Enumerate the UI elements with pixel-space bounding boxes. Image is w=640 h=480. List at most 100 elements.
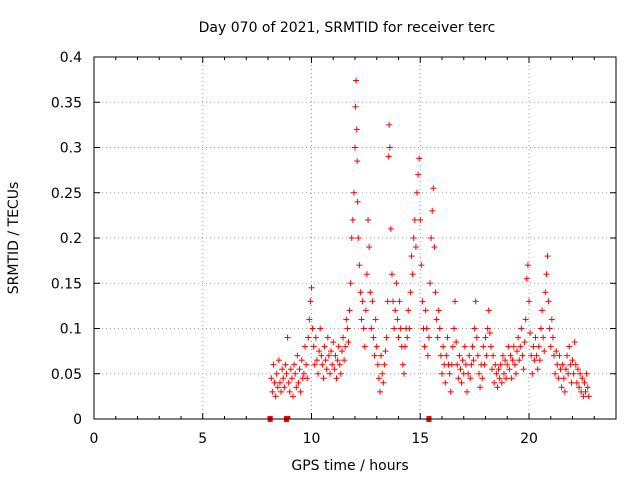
data-point: [497, 361, 504, 368]
data-point: [504, 361, 511, 368]
data-point: [317, 325, 324, 332]
y-tick-label: 0.35: [51, 95, 82, 111]
data-point: [452, 298, 459, 305]
data-point: [560, 375, 567, 382]
data-point: [480, 343, 487, 350]
data-point: [446, 370, 453, 377]
data-point: [303, 361, 310, 368]
data-point: [297, 388, 304, 395]
data-point: [352, 103, 359, 110]
data-point: [454, 361, 461, 368]
data-point: [290, 393, 297, 400]
data-point: [477, 384, 484, 391]
data-point: [500, 370, 507, 377]
data-point: [405, 307, 412, 314]
data-point: [340, 334, 347, 341]
data-point: [308, 284, 315, 291]
data-point: [373, 343, 380, 350]
data-point: [419, 298, 426, 305]
data-point: [417, 216, 424, 223]
data-point: [579, 375, 586, 382]
data-point: [520, 366, 527, 373]
data-point: [472, 298, 479, 305]
data-point: [410, 235, 417, 241]
data-point: [470, 357, 477, 364]
data-point: [291, 361, 298, 368]
data-point: [285, 379, 292, 386]
data-point: [293, 384, 300, 391]
data-point: [483, 352, 490, 359]
data-point: [512, 370, 519, 377]
data-point: [359, 298, 366, 305]
data-point: [390, 298, 397, 305]
data-point: [301, 343, 308, 350]
data-point: [370, 334, 377, 341]
data-point: [337, 370, 344, 377]
data-point: [548, 316, 555, 323]
data-point: [442, 379, 449, 386]
x-tick-label: 15: [411, 431, 429, 447]
data-point: [544, 253, 551, 260]
data-point: [434, 334, 441, 341]
data-point: [523, 275, 530, 282]
data-point: [489, 366, 496, 373]
data-point: [392, 307, 399, 314]
x-tick-label: 5: [198, 431, 207, 447]
data-point: [374, 361, 381, 368]
data-point: [531, 357, 538, 364]
data-point: [518, 325, 525, 332]
data-point: [459, 357, 466, 364]
data-point: [535, 343, 542, 350]
data-point: [300, 370, 307, 377]
data-point: [422, 307, 429, 314]
data-point: [321, 343, 328, 350]
data-point: [330, 339, 337, 346]
data-point: [437, 352, 444, 359]
data-point: [400, 370, 407, 377]
data-point: [372, 316, 379, 323]
data-point: [567, 361, 574, 368]
data-point: [543, 271, 550, 278]
data-point: [421, 343, 428, 350]
data-point: [573, 379, 580, 386]
data-point: [318, 352, 325, 359]
data-point: [397, 325, 404, 332]
data-point: [533, 352, 540, 359]
data-point: [363, 271, 370, 278]
data-point: [402, 343, 409, 350]
data-point: [415, 171, 422, 178]
data-point: [361, 343, 368, 350]
data-point: [335, 343, 342, 350]
data-point: [396, 298, 403, 305]
data-point: [439, 370, 445, 377]
data-point: [568, 379, 575, 386]
data-point: [524, 262, 531, 269]
data-point: [322, 357, 329, 364]
data-point: [272, 393, 279, 400]
data-point: [455, 375, 462, 382]
data-point: [356, 262, 363, 269]
tick-labels: 0 5 10 15 20 0 0.05 0.1 0.15 0.2 0.25 0.3 0.35 0.4: [51, 50, 538, 447]
data-point: [315, 370, 322, 377]
data-point: [498, 379, 505, 386]
data-point: [325, 352, 332, 359]
data-point: [304, 375, 311, 382]
data-point: [540, 334, 547, 341]
data-point: [287, 366, 294, 373]
data-point: [471, 325, 478, 332]
data-point: [571, 339, 578, 346]
y-tick-label: 0: [73, 412, 82, 428]
data-point: [331, 366, 338, 373]
data-point: [486, 330, 493, 337]
data-point: [482, 334, 489, 341]
data-point: [561, 388, 568, 395]
data-point: [282, 361, 289, 368]
data-point: [456, 352, 463, 359]
data-point: [366, 244, 373, 251]
data-point: [387, 225, 394, 232]
x-tick-label: 0: [90, 431, 99, 447]
data-point: [323, 366, 330, 373]
data-point: [336, 361, 343, 368]
data-point: [583, 370, 590, 377]
data-point: [428, 235, 435, 241]
